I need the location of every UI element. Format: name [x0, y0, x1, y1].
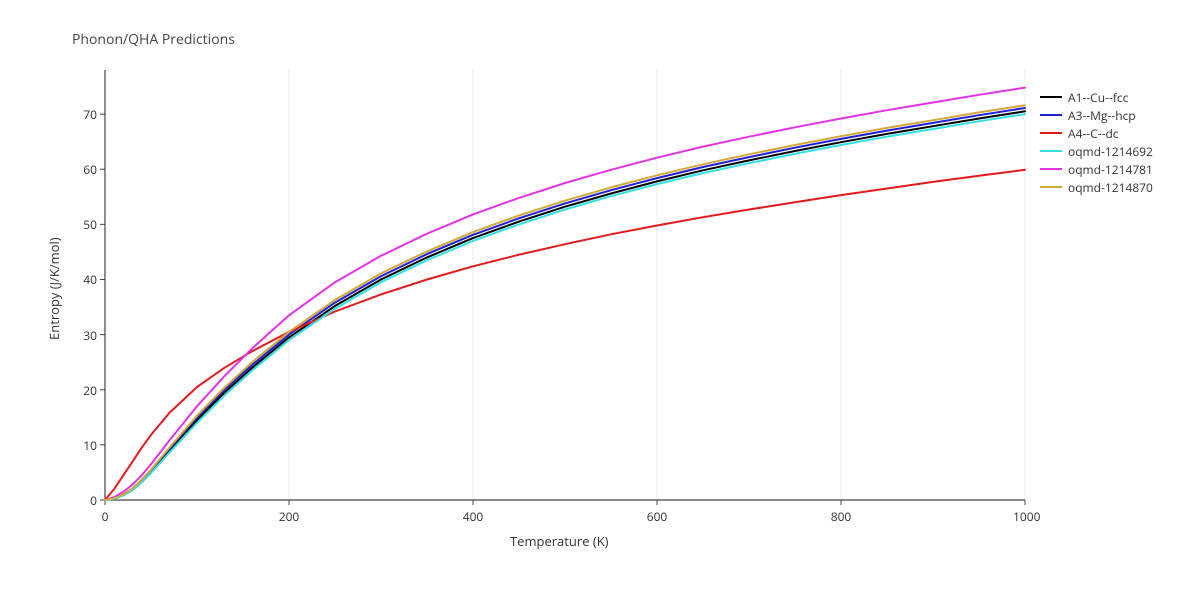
x-tick-label: 400	[461, 508, 485, 525]
series-line[interactable]	[105, 88, 1025, 500]
y-tick-label: 50	[71, 216, 97, 233]
legend-swatch	[1040, 168, 1062, 170]
legend-label: oqmd-1214781	[1068, 161, 1153, 178]
legend-swatch	[1040, 132, 1062, 134]
y-tick-label: 0	[71, 492, 97, 509]
x-tick-label: 0	[93, 508, 117, 525]
y-tick-label: 30	[71, 327, 97, 344]
x-tick-label: 1000	[1013, 508, 1037, 525]
legend-label: oqmd-1214692	[1068, 143, 1153, 160]
series-line[interactable]	[105, 114, 1025, 500]
legend-swatch	[1040, 96, 1062, 98]
x-tick-label: 200	[277, 508, 301, 525]
y-axis-label: Entropy (J/K/mol)	[45, 237, 63, 340]
legend-item[interactable]: oqmd-1214781	[1040, 160, 1153, 178]
y-tick-label: 70	[71, 106, 97, 123]
series-line[interactable]	[105, 108, 1025, 500]
legend[interactable]: A1--Cu--fccA3--Mg--hcpA4--C--dcoqmd-1214…	[1040, 88, 1153, 196]
x-tick-label: 800	[829, 508, 853, 525]
chart-container: Phonon/QHA Predictions Temperature (K) E…	[0, 0, 1200, 600]
legend-label: A3--Mg--hcp	[1068, 107, 1136, 124]
series-line[interactable]	[105, 170, 1025, 500]
series-line[interactable]	[105, 111, 1025, 500]
y-tick-label: 60	[71, 161, 97, 178]
legend-item[interactable]: oqmd-1214692	[1040, 142, 1153, 160]
y-tick-label: 10	[71, 437, 97, 454]
legend-label: oqmd-1214870	[1068, 179, 1153, 196]
y-tick-label: 20	[71, 382, 97, 399]
x-axis-label: Temperature (K)	[510, 532, 609, 550]
legend-label: A1--Cu--fcc	[1068, 89, 1128, 106]
legend-item[interactable]: oqmd-1214870	[1040, 178, 1153, 196]
legend-swatch	[1040, 114, 1062, 116]
series-line[interactable]	[105, 105, 1025, 500]
legend-item[interactable]: A3--Mg--hcp	[1040, 106, 1153, 124]
legend-item[interactable]: A4--C--dc	[1040, 124, 1153, 142]
y-tick-label: 40	[71, 271, 97, 288]
legend-swatch	[1040, 186, 1062, 188]
legend-label: A4--C--dc	[1068, 125, 1119, 142]
legend-item[interactable]: A1--Cu--fcc	[1040, 88, 1153, 106]
x-tick-label: 600	[645, 508, 669, 525]
legend-swatch	[1040, 150, 1062, 152]
